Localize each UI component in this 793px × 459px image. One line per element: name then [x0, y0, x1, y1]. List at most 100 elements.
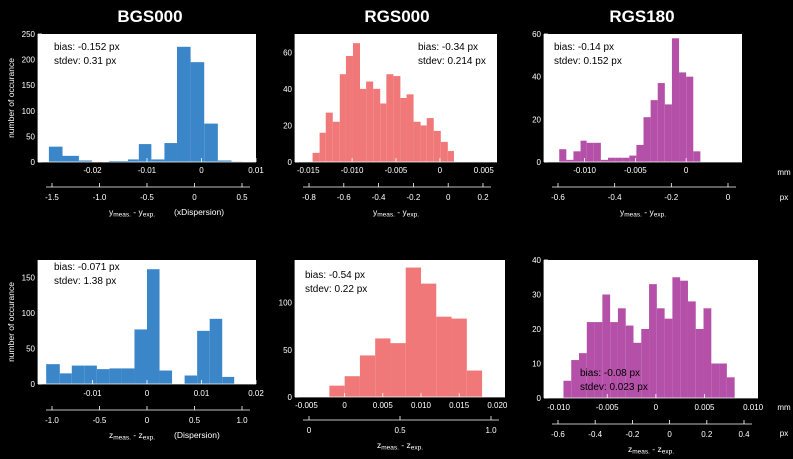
y-tick-label: 150 — [22, 274, 36, 283]
y-tick-label: 100 — [279, 299, 293, 308]
stdev-label: stdev: 0.214 px — [418, 56, 486, 67]
x-tick-label-mm: 0.010 — [411, 401, 432, 410]
histogram-bar — [151, 159, 165, 162]
caption-part: - — [131, 207, 139, 217]
histogram-bar — [615, 157, 623, 162]
y-tick-label: 40 — [532, 256, 541, 265]
histogram-bar — [159, 370, 173, 384]
histogram-bar — [406, 94, 414, 162]
x-tick-label-mm: -0.005 — [295, 401, 318, 410]
histogram-bar — [78, 160, 93, 162]
caption-part: - — [395, 207, 403, 217]
histogram-bar — [375, 338, 391, 397]
x-tick-label-px: 0.2 — [701, 430, 713, 439]
x-tick-label-px: 0 — [145, 416, 150, 425]
caption-part: z — [377, 440, 381, 450]
caption-part: - — [131, 430, 139, 440]
x-tick-label-px: -0.8 — [302, 193, 316, 202]
x-tick-label-px: -0.4 — [588, 430, 602, 439]
y-tick-label: 20 — [532, 325, 541, 334]
x-tick-label-px: 0 — [726, 193, 731, 202]
y-tick-label: 100 — [22, 309, 36, 318]
bias-label: bias: -0.08 px — [580, 368, 640, 379]
x-tick-label-px: 0 — [192, 193, 197, 202]
x-tick-label-mm: -0.02 — [83, 166, 102, 175]
caption-part: y — [109, 207, 114, 217]
bias-label: bias: -0.54 px — [305, 270, 365, 281]
histogram-bar — [656, 308, 665, 398]
histogram-bar — [610, 322, 618, 398]
panel-title: RGS000 — [364, 7, 429, 26]
caption-part: meas. — [632, 449, 650, 456]
histogram-bar — [695, 329, 704, 398]
histogram-bar — [679, 72, 687, 162]
histogram-bar — [344, 376, 360, 397]
histogram-bar — [380, 103, 387, 162]
histogram-bar — [672, 277, 681, 398]
stdev-label: stdev: 0.152 px — [554, 56, 622, 67]
histogram-bar — [373, 88, 381, 162]
histogram-bar — [602, 294, 611, 398]
x-axis-caption: zmeas. - zexp. — [628, 444, 674, 456]
caption-part: exp. — [654, 212, 666, 219]
y-tick-label: 30 — [532, 291, 541, 300]
caption-part: z — [109, 430, 113, 440]
histogram-bar — [184, 375, 198, 384]
x-tick-label-mm: 0.010 — [743, 403, 764, 412]
caption-part: meas. — [381, 445, 399, 452]
histogram-bar — [680, 280, 688, 398]
bias-label: bias: -0.34 px — [418, 42, 478, 53]
x-tick-label-mm: 0.005 — [373, 401, 394, 410]
x-axis-caption: zmeas. - zexp. — [377, 440, 423, 452]
panel-title: BGS000 — [117, 7, 182, 26]
y-tick-label: 250 — [22, 30, 36, 39]
caption-part: z — [406, 440, 410, 450]
histogram-bar — [359, 88, 367, 162]
x-tick-label-mm: -0.005 — [596, 403, 619, 412]
histogram-bar — [580, 140, 587, 162]
histogram-bar — [451, 318, 467, 397]
histogram-bar — [147, 269, 160, 384]
y-tick-label: 40 — [283, 85, 292, 94]
y-tick-label: 0 — [537, 394, 542, 403]
histogram-bar — [657, 83, 665, 162]
histogram-bar — [421, 283, 437, 397]
caption-part: y — [402, 207, 407, 217]
x-tick-label-mm: -0.005 — [624, 166, 647, 175]
histogram-bar — [433, 130, 441, 162]
histogram-bar — [617, 308, 626, 398]
histogram-bar — [405, 267, 421, 397]
histogram-bar — [643, 117, 651, 162]
histogram-bar — [386, 74, 394, 162]
histogram-bar — [413, 121, 421, 162]
x-tick-label-mm: 0 — [199, 166, 204, 175]
histogram-bar — [719, 363, 727, 398]
histogram-bar — [190, 62, 205, 162]
x-tick-label-mm: -0.015 — [297, 166, 320, 175]
y-tick-label: 0 — [288, 393, 293, 402]
histogram-bar — [359, 355, 376, 397]
histogram-bar — [436, 316, 452, 397]
histogram-bar — [109, 368, 122, 384]
x-tick-label-mm: 0.020 — [487, 401, 508, 410]
x-tick-label-mm: -0.005 — [385, 166, 408, 175]
histogram-bar — [671, 38, 680, 163]
histogram-bar — [586, 142, 594, 162]
x-tick-label-mm: 0 — [684, 166, 689, 175]
x-tick-label-px: -0.6 — [551, 430, 565, 439]
caption-part: - — [399, 440, 407, 450]
x-tick-label-px: 0.5 — [189, 416, 201, 425]
x-tick-label-mm: 0.01 — [194, 389, 210, 398]
caption-part: y — [138, 207, 143, 217]
caption-part: meas. — [377, 212, 395, 219]
y-tick-label: 20 — [532, 115, 541, 124]
unit-mm-label: mm — [777, 403, 791, 412]
y-tick-label: 150 — [22, 81, 36, 90]
x-tick-label-px: 0.5 — [394, 426, 406, 435]
histogram-bar — [352, 43, 360, 163]
plot-area — [38, 34, 256, 162]
x-axis-caption: ymeas. - yexp. — [373, 207, 419, 219]
x-tick-label-mm: 0.015 — [449, 401, 470, 410]
